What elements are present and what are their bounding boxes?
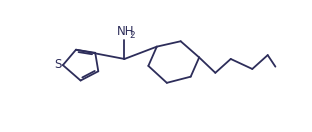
Text: S: S — [55, 58, 62, 71]
Text: NH: NH — [116, 25, 134, 38]
Text: 2: 2 — [129, 31, 135, 40]
